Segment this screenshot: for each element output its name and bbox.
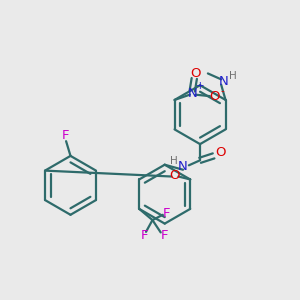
Text: O: O xyxy=(190,67,201,80)
Text: O: O xyxy=(170,169,180,182)
Text: +: + xyxy=(196,81,205,92)
Text: N: N xyxy=(187,87,197,100)
Text: F: F xyxy=(160,230,168,242)
Text: F: F xyxy=(141,229,148,242)
Text: N: N xyxy=(178,160,188,173)
Text: O: O xyxy=(215,146,226,159)
Text: H: H xyxy=(170,156,178,166)
Text: O: O xyxy=(209,90,220,103)
Text: H: H xyxy=(229,71,237,81)
Text: N: N xyxy=(219,75,228,88)
Text: F: F xyxy=(163,206,170,220)
Text: -: - xyxy=(220,86,224,96)
Text: F: F xyxy=(61,129,69,142)
